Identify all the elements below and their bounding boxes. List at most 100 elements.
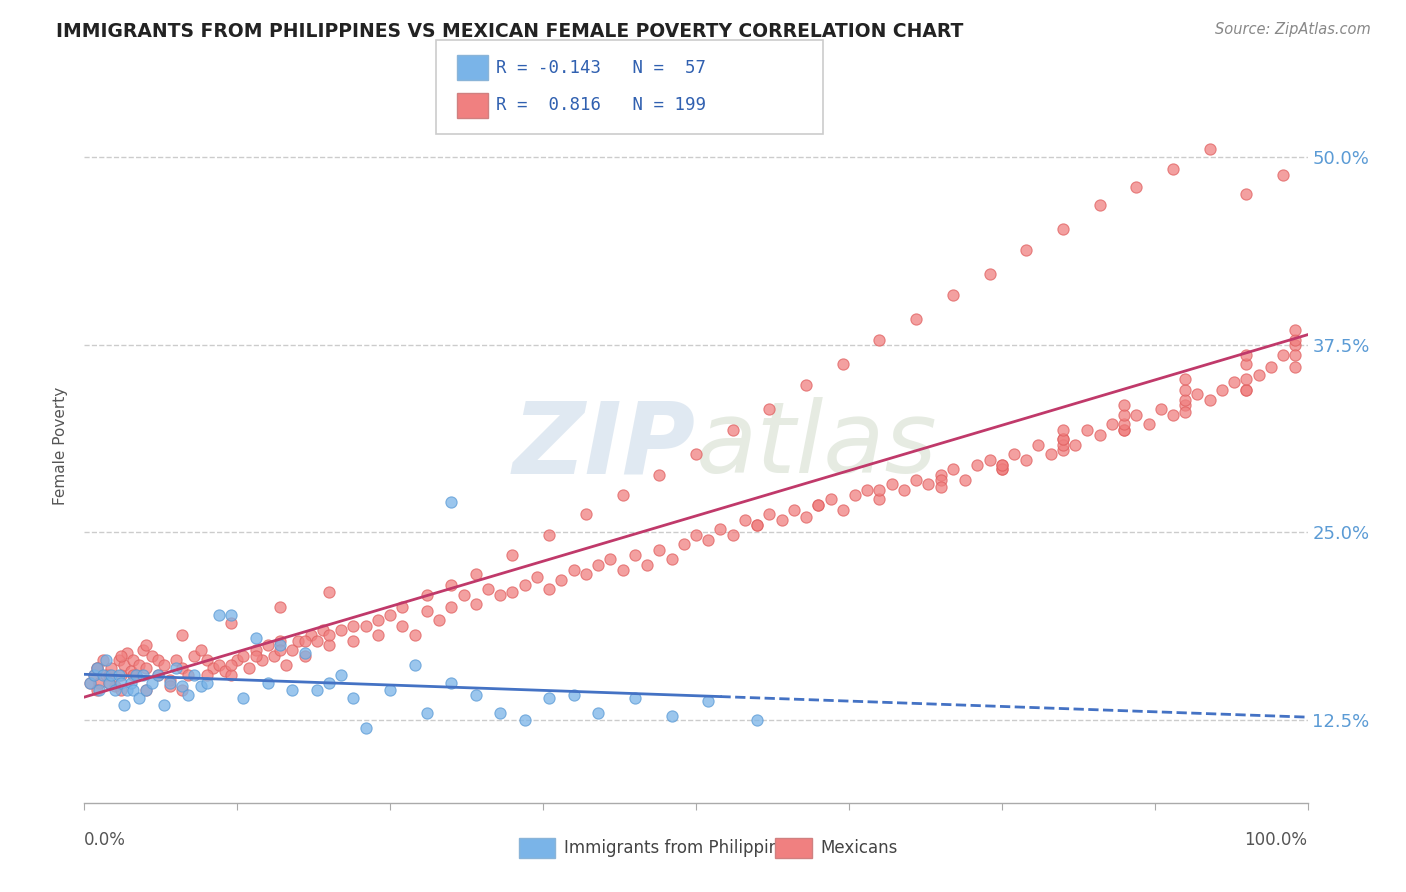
- Point: [91, 668, 114, 682]
- Point: [1272, 168, 1295, 182]
- Point: [250, 653, 273, 667]
- Point: [831, 503, 853, 517]
- Point: [219, 668, 242, 682]
- Point: [770, 513, 793, 527]
- Point: [183, 668, 205, 682]
- Point: [100, 660, 122, 674]
- Point: [1174, 372, 1197, 386]
- Point: [195, 668, 218, 682]
- Point: [929, 468, 952, 483]
- Point: [110, 675, 132, 690]
- Point: [112, 657, 135, 672]
- Point: [427, 613, 450, 627]
- Point: [380, 607, 402, 622]
- Point: [477, 582, 499, 597]
- Point: [807, 499, 830, 513]
- Point: [112, 698, 135, 713]
- Point: [232, 648, 254, 663]
- Point: [208, 607, 231, 622]
- Point: [979, 453, 1001, 467]
- Point: [110, 668, 132, 682]
- Point: [115, 683, 138, 698]
- Point: [599, 552, 621, 566]
- Point: [575, 508, 598, 522]
- Point: [942, 462, 965, 476]
- Point: [354, 618, 377, 632]
- Point: [526, 570, 548, 584]
- Point: [991, 458, 1014, 472]
- Point: [1125, 179, 1147, 194]
- Point: [1284, 333, 1306, 347]
- Point: [734, 513, 756, 527]
- Point: [79, 675, 101, 690]
- Point: [107, 668, 129, 682]
- Point: [183, 648, 205, 663]
- Point: [758, 402, 780, 417]
- Point: [342, 690, 364, 705]
- Point: [979, 267, 1001, 281]
- Point: [294, 646, 316, 660]
- Point: [214, 664, 236, 678]
- Point: [538, 582, 561, 597]
- Point: [132, 668, 155, 682]
- Point: [538, 690, 561, 705]
- Point: [177, 688, 200, 702]
- Text: Immigrants from Philippines: Immigrants from Philippines: [564, 839, 799, 857]
- Point: [135, 683, 157, 698]
- Point: [110, 648, 132, 663]
- Point: [1015, 243, 1038, 257]
- Text: Source: ZipAtlas.com: Source: ZipAtlas.com: [1215, 22, 1371, 37]
- Point: [165, 660, 187, 674]
- Point: [263, 648, 285, 663]
- Point: [685, 447, 707, 461]
- Point: [575, 567, 598, 582]
- Bar: [519, 838, 555, 858]
- Point: [153, 657, 176, 672]
- Point: [905, 312, 928, 326]
- Text: 0.0%: 0.0%: [84, 831, 127, 849]
- Point: [97, 668, 120, 682]
- Point: [453, 589, 475, 603]
- Point: [672, 537, 695, 551]
- Point: [991, 462, 1014, 476]
- Point: [709, 522, 731, 536]
- Point: [612, 563, 634, 577]
- Point: [159, 675, 181, 690]
- Point: [697, 533, 720, 547]
- Point: [404, 627, 426, 641]
- Point: [1247, 368, 1270, 382]
- Point: [159, 673, 181, 687]
- Point: [96, 653, 118, 667]
- Point: [464, 567, 486, 582]
- Point: [305, 683, 328, 698]
- Point: [513, 713, 536, 727]
- Point: [110, 683, 132, 698]
- Point: [281, 642, 304, 657]
- Point: [502, 548, 524, 562]
- Point: [342, 618, 364, 632]
- Point: [1052, 442, 1074, 457]
- Point: [1284, 337, 1306, 351]
- Point: [1114, 423, 1136, 437]
- Point: [367, 627, 389, 641]
- Point: [226, 653, 249, 667]
- Point: [404, 657, 426, 672]
- Point: [942, 288, 965, 302]
- Point: [869, 492, 891, 507]
- Point: [820, 492, 842, 507]
- Point: [624, 548, 647, 562]
- Point: [586, 558, 609, 573]
- Point: [122, 668, 145, 682]
- Point: [489, 706, 512, 720]
- Point: [917, 477, 939, 491]
- Point: [1028, 438, 1050, 452]
- Point: [128, 690, 150, 705]
- Point: [257, 638, 280, 652]
- Point: [190, 642, 212, 657]
- Point: [905, 473, 928, 487]
- Point: [86, 683, 108, 698]
- Point: [219, 657, 242, 672]
- Point: [380, 683, 402, 698]
- Point: [1211, 383, 1233, 397]
- Point: [91, 653, 114, 667]
